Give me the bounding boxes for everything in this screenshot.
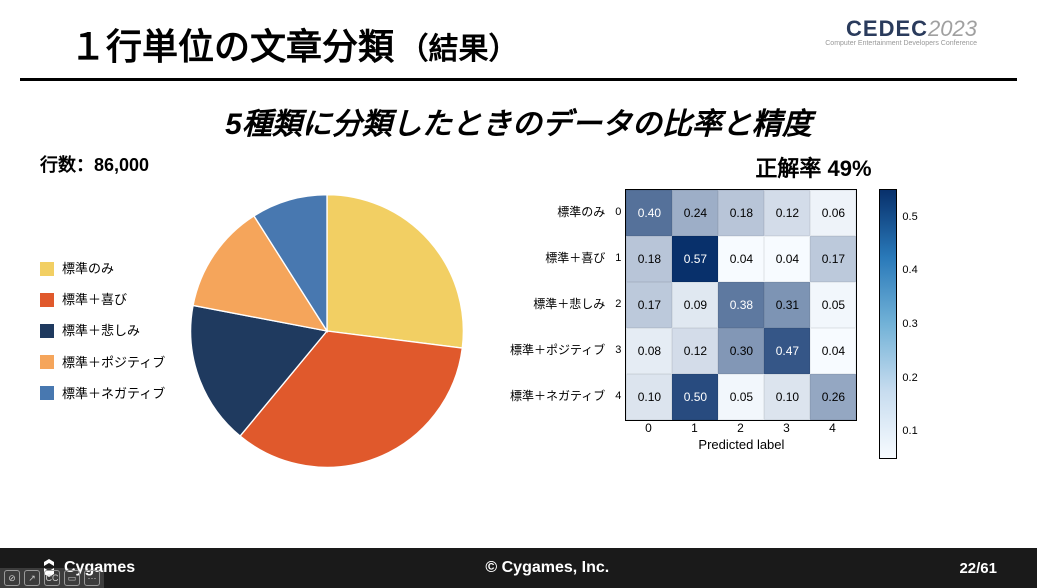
player-control-icon[interactable]: ⊘ xyxy=(4,570,20,586)
colorbar-tick: 0.2 xyxy=(902,372,917,384)
matrix-cell: 0.05 xyxy=(718,374,764,420)
cedec-logo-subtitle: Computer Entertainment Developers Confer… xyxy=(825,40,977,47)
matrix-cell: 0.04 xyxy=(810,328,856,374)
matrix-cell: 0.04 xyxy=(764,236,810,282)
legend-swatch xyxy=(40,386,54,400)
legend-swatch xyxy=(40,262,54,276)
cedec-logo-year: 2023 xyxy=(928,16,977,41)
matrix-section: 正解率 49% 標準のみ標準＋喜び標準＋悲しみ標準＋ポジティブ標準＋ネガティブ … xyxy=(510,151,1017,481)
legend-item: 標準＋悲しみ xyxy=(40,315,165,346)
matrix-cell: 0.18 xyxy=(718,190,764,236)
matrix-cell: 0.10 xyxy=(764,374,810,420)
player-control-icon[interactable]: ▭ xyxy=(64,570,80,586)
title-main: １行単位の文章分類 xyxy=(70,26,394,67)
matrix-cell: 0.05 xyxy=(810,282,856,328)
player-control-icon[interactable]: CC xyxy=(44,570,60,586)
matrix-y-ticks: 01234 xyxy=(615,189,625,419)
legend-label: 標準＋ネガティブ xyxy=(62,378,165,409)
matrix-row-label: 標準のみ xyxy=(510,189,611,235)
pie-slice xyxy=(327,195,463,348)
matrix-y-tick: 3 xyxy=(615,327,625,373)
matrix-x-axis-label: Predicted label xyxy=(625,437,857,452)
matrix-row: 0.100.500.050.100.26 xyxy=(626,374,856,420)
matrix-row-label: 標準＋悲しみ xyxy=(510,281,611,327)
slide-footer: Cygames © Cygames, Inc. 22/61 xyxy=(0,548,1037,588)
colorbar: 0.10.20.30.40.5 xyxy=(879,189,897,459)
matrix-row-label: 標準＋喜び xyxy=(510,235,611,281)
content-area: 行数：86,000 標準のみ標準＋喜び標準＋悲しみ標準＋ポジティブ標準＋ネガティ… xyxy=(0,143,1037,481)
player-control-icon[interactable]: ⋯ xyxy=(84,570,100,586)
matrix-y-tick: 0 xyxy=(615,189,625,235)
pie-legend: 標準のみ標準＋喜び標準＋悲しみ標準＋ポジティブ標準＋ネガティブ xyxy=(40,253,165,409)
legend-item: 標準＋ポジティブ xyxy=(40,347,165,378)
matrix-cell: 0.08 xyxy=(626,328,672,374)
colorbar-tick: 0.5 xyxy=(902,211,917,223)
colorbar-tick: 0.1 xyxy=(902,425,917,437)
matrix-col-labels: 01234 xyxy=(625,421,857,435)
legend-item: 標準＋ネガティブ xyxy=(40,378,165,409)
matrix-row: 0.080.120.300.470.04 xyxy=(626,328,856,374)
pie-chart xyxy=(177,181,477,481)
matrix-cell: 0.09 xyxy=(672,282,718,328)
copyright-text: © Cygames, Inc. xyxy=(485,559,609,577)
matrix-cell: 0.47 xyxy=(764,328,810,374)
legend-swatch xyxy=(40,324,54,338)
matrix-col-label: 1 xyxy=(671,421,717,435)
legend-item: 標準＋喜び xyxy=(40,284,165,315)
legend-label: 標準＋喜び xyxy=(62,284,127,315)
matrix-col-label: 3 xyxy=(763,421,809,435)
confusion-matrix: 0.400.240.180.120.060.180.570.040.040.17… xyxy=(625,189,857,421)
matrix-row: 0.400.240.180.120.06 xyxy=(626,190,856,236)
legend-swatch xyxy=(40,355,54,369)
matrix-cell: 0.26 xyxy=(810,374,856,420)
legend-label: 標準のみ xyxy=(62,253,114,284)
pie-section: 行数：86,000 標準のみ標準＋喜び標準＋悲しみ標準＋ポジティブ標準＋ネガティ… xyxy=(40,151,500,481)
matrix-cell: 0.50 xyxy=(672,374,718,420)
matrix-row: 0.180.570.040.040.17 xyxy=(626,236,856,282)
slide-subtitle: 5種類に分類したときのデータの比率と精度 xyxy=(0,99,1037,143)
matrix-cell: 0.04 xyxy=(718,236,764,282)
matrix-row: 0.170.090.380.310.05 xyxy=(626,282,856,328)
matrix-row-label: 標準＋ポジティブ xyxy=(510,327,611,373)
matrix-y-tick: 1 xyxy=(615,235,625,281)
page-number: 22/61 xyxy=(959,560,997,577)
player-control-icon[interactable]: ↗ xyxy=(24,570,40,586)
matrix-y-tick: 2 xyxy=(615,281,625,327)
matrix-cell: 0.17 xyxy=(810,236,856,282)
matrix-cell: 0.10 xyxy=(626,374,672,420)
legend-label: 標準＋ポジティブ xyxy=(62,347,165,378)
matrix-cell: 0.24 xyxy=(672,190,718,236)
matrix-col-label: 4 xyxy=(809,421,855,435)
matrix-cell: 0.40 xyxy=(626,190,672,236)
colorbar-tick: 0.4 xyxy=(902,264,917,276)
matrix-col-label: 2 xyxy=(717,421,763,435)
legend-swatch xyxy=(40,293,54,307)
matrix-cell: 0.31 xyxy=(764,282,810,328)
matrix-cell: 0.18 xyxy=(626,236,672,282)
row-count-label: 行数：86,000 xyxy=(40,151,500,177)
matrix-y-tick: 4 xyxy=(615,373,625,419)
matrix-cell: 0.17 xyxy=(626,282,672,328)
matrix-col-label: 0 xyxy=(625,421,671,435)
title-sub: （結果） xyxy=(398,33,518,66)
legend-label: 標準＋悲しみ xyxy=(62,315,140,346)
cedec-logo: CEDEC2023 Computer Entertainment Develop… xyxy=(825,18,977,47)
slide-header: １行単位の文章分類 （結果） CEDEC2023 Computer Entert… xyxy=(20,0,1017,81)
matrix-cell: 0.12 xyxy=(764,190,810,236)
slide-title: １行単位の文章分類 （結果） xyxy=(70,18,518,70)
matrix-row-labels: 標準のみ標準＋喜び標準＋悲しみ標準＋ポジティブ標準＋ネガティブ xyxy=(510,189,615,419)
legend-item: 標準のみ xyxy=(40,253,165,284)
player-controls: ⊘↗CC▭⋯ xyxy=(0,568,104,588)
matrix-cell: 0.30 xyxy=(718,328,764,374)
colorbar-tick: 0.3 xyxy=(902,318,917,330)
matrix-cell: 0.57 xyxy=(672,236,718,282)
matrix-cell: 0.12 xyxy=(672,328,718,374)
matrix-cell: 0.38 xyxy=(718,282,764,328)
matrix-row-label: 標準＋ネガティブ xyxy=(510,373,611,419)
cedec-logo-text: CEDEC xyxy=(846,16,928,41)
accuracy-label: 正解率 49% xyxy=(610,151,1017,183)
matrix-cell: 0.06 xyxy=(810,190,856,236)
